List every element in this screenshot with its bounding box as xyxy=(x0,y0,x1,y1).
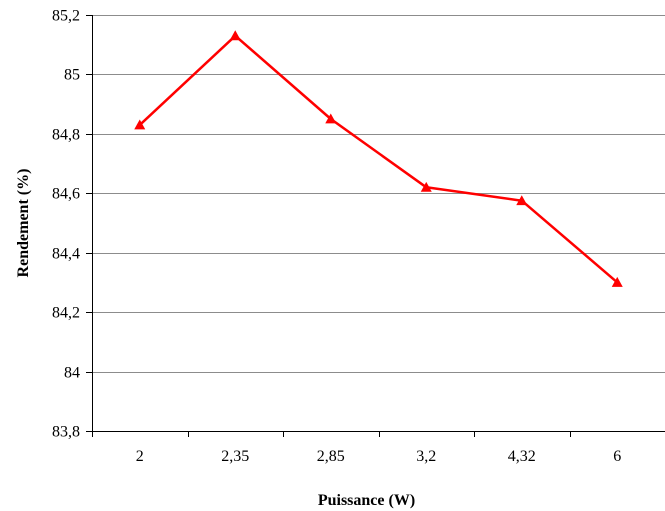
axes xyxy=(86,15,665,437)
y-tick-label: 85 xyxy=(64,67,80,84)
y-tick-label: 85,2 xyxy=(52,8,80,25)
y-axis-title: Rendement (%) xyxy=(15,169,32,278)
y-tick-label: 84,2 xyxy=(52,305,80,322)
y-tick-label: 84,8 xyxy=(52,127,80,144)
x-tick-label: 2,85 xyxy=(317,448,345,465)
data-point-marker xyxy=(420,181,432,192)
x-tick-labels: 2 2,35 2,85 3,2 4,32 6 xyxy=(136,448,622,465)
gridlines xyxy=(92,15,665,373)
data-point-marker xyxy=(516,195,528,206)
y-tick-label: 83,8 xyxy=(52,424,80,441)
data-point-marker xyxy=(325,113,337,124)
y-tick-labels: 83,8 84 84,2 84,4 84,6 84,8 85 85,2 xyxy=(52,8,80,441)
x-tick-label: 2 xyxy=(136,448,144,465)
y-tick-label: 84 xyxy=(64,365,80,382)
y-tick-label: 84,6 xyxy=(52,186,80,203)
x-tick-label: 6 xyxy=(613,448,621,465)
series-line xyxy=(138,34,619,284)
y-tick-label: 84,4 xyxy=(52,246,80,263)
x-tick-label: 3,2 xyxy=(416,448,436,465)
data-point-marker xyxy=(611,276,623,287)
data-point-marker xyxy=(134,119,146,130)
x-axis-title: Puissance (W) xyxy=(318,492,415,509)
data-point-marker xyxy=(229,30,241,41)
x-tick-label: 4,32 xyxy=(508,448,536,465)
series xyxy=(134,30,623,287)
x-tick-label: 2,35 xyxy=(221,448,249,465)
